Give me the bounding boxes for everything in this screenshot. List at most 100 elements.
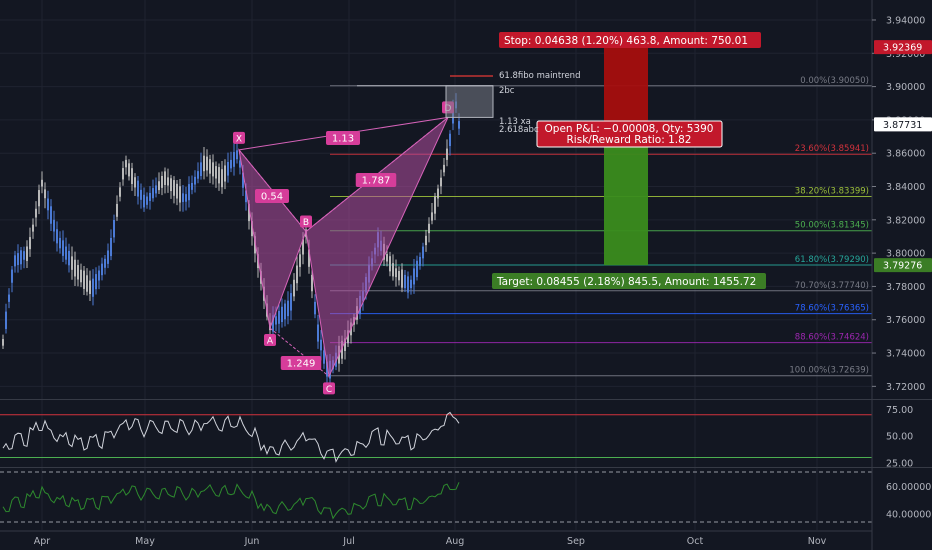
pattern-point-label: A: [267, 337, 274, 347]
candle-body: [65, 246, 67, 260]
candle-body: [53, 219, 55, 232]
candle-body: [41, 179, 43, 187]
candle-body: [77, 265, 79, 280]
candle-body: [299, 254, 301, 267]
candle-body: [38, 190, 40, 207]
candle-body: [20, 250, 22, 265]
candle-body: [110, 237, 112, 257]
candle-body: [11, 269, 13, 283]
time-axis[interactable]: Apr May Jun Jul Aug Sep Oct Nov: [0, 530, 872, 547]
candle-body: [236, 150, 238, 160]
pattern-ratio-label: 1.249: [287, 359, 316, 370]
pnl-label: Open P&L: −0.00008, Qty: 5390: [545, 123, 714, 135]
price-badge-label: 3.87731: [883, 120, 922, 131]
candle-body: [230, 159, 232, 169]
oscillator-pane: 60.000000 40.000000: [0, 467, 932, 523]
oscillator-line: [2, 482, 460, 520]
pattern-point-label: X: [236, 134, 242, 144]
candle-body: [170, 178, 172, 192]
y-tick-label: 3.90000: [886, 82, 925, 93]
stop-label: Stop: 0.04638 (1.20%) 463.8, Amount: 750…: [504, 35, 748, 47]
reversal-zone-box: [445, 85, 494, 118]
candle-body: [296, 265, 298, 284]
x-tick-label: Jun: [244, 536, 260, 547]
candle-body: [323, 350, 325, 364]
candle-body: [347, 330, 349, 344]
candle-body: [425, 235, 427, 246]
candle-body: [98, 270, 100, 281]
y-tick-label: 3.84000: [886, 182, 925, 193]
candle-body: [29, 237, 31, 250]
candle-body: [116, 203, 118, 217]
candle-body: [410, 279, 412, 289]
candle-body: [203, 155, 205, 172]
short-position-tool[interactable]: [604, 47, 648, 266]
pattern-ratio-badge: [255, 189, 289, 203]
y-tick-label: 3.72000: [886, 382, 925, 393]
candle-body: [320, 339, 322, 351]
candle-body: [413, 268, 415, 285]
candle-body: [317, 324, 319, 342]
candle-body: [89, 280, 91, 294]
pattern-point-badge: [264, 334, 276, 347]
annotation-2bc: 2bc: [499, 86, 515, 96]
candle-body: [341, 340, 343, 359]
target-zone: [604, 124, 648, 266]
y-tick-label: 3.80000: [886, 249, 925, 260]
candle-body: [83, 270, 85, 289]
candle-body: [14, 255, 16, 267]
candle-body: [56, 229, 58, 244]
rsi-tick-label: 75.00: [886, 405, 913, 416]
candle-body: [164, 171, 166, 185]
candle-body: [212, 162, 214, 177]
candle-body: [434, 196, 436, 214]
candle-body: [281, 306, 283, 323]
annotation-fibo-maintrend: 61.8fibo maintrend: [499, 71, 580, 81]
pattern-point-badge: [323, 382, 335, 395]
osc-tick-label: 40.000000: [886, 510, 932, 521]
candle-body: [167, 177, 169, 186]
pattern-ratio-badge: [326, 131, 360, 145]
candle-body: [197, 171, 199, 179]
target-label-box: Target: 0.08455 (2.18%) 845.5, Amount: 1…: [492, 273, 766, 289]
y-tick-label: 3.78000: [886, 282, 925, 293]
candle-body: [140, 189, 142, 200]
candle-body: [8, 294, 10, 302]
candle-body: [182, 193, 184, 202]
target-label: Target: 0.08455 (2.18%) 845.5, Amount: 1…: [496, 276, 756, 288]
risk-reward-label: Risk/Reward Ratio: 1.82: [567, 134, 692, 146]
fib-level-label: 23.60%(3.85941): [795, 144, 869, 154]
candle-body: [389, 256, 391, 272]
fib-level-label: 38.20%(3.83399): [795, 187, 869, 197]
candle-body: [131, 168, 133, 185]
candle-body: [155, 185, 157, 194]
candle-body: [242, 172, 244, 188]
candle-body: [248, 203, 250, 222]
y-tick-label: 3.94000: [886, 15, 925, 26]
candle-body: [206, 156, 208, 171]
pattern-leg-ac: [269, 327, 330, 377]
annotation-113-xa: 1.13 xa: [499, 117, 531, 127]
candle-body: [209, 159, 211, 174]
candle-body: [272, 315, 274, 332]
pattern-point-badge: [233, 131, 245, 144]
candle-body: [215, 166, 217, 179]
fib-level-label: 70.70%(3.77740): [795, 281, 869, 291]
candle-body: [137, 180, 139, 197]
fib-level-label: 61.80%(3.79290): [795, 255, 869, 265]
candle-body: [134, 177, 136, 188]
candle-body: [149, 192, 151, 201]
candle-body: [446, 148, 448, 160]
y-tick-label: 3.74000: [886, 349, 925, 360]
candle-body: [443, 164, 445, 173]
candle-body: [194, 176, 196, 185]
candle-body: [395, 268, 397, 278]
y-tick-label: 3.92000: [886, 49, 925, 60]
candle-body: [191, 182, 193, 190]
price-badge-label: 3.79276: [883, 261, 922, 272]
candle-body: [308, 249, 310, 267]
x-tick-label: May: [135, 536, 155, 547]
candle-body: [278, 310, 280, 324]
